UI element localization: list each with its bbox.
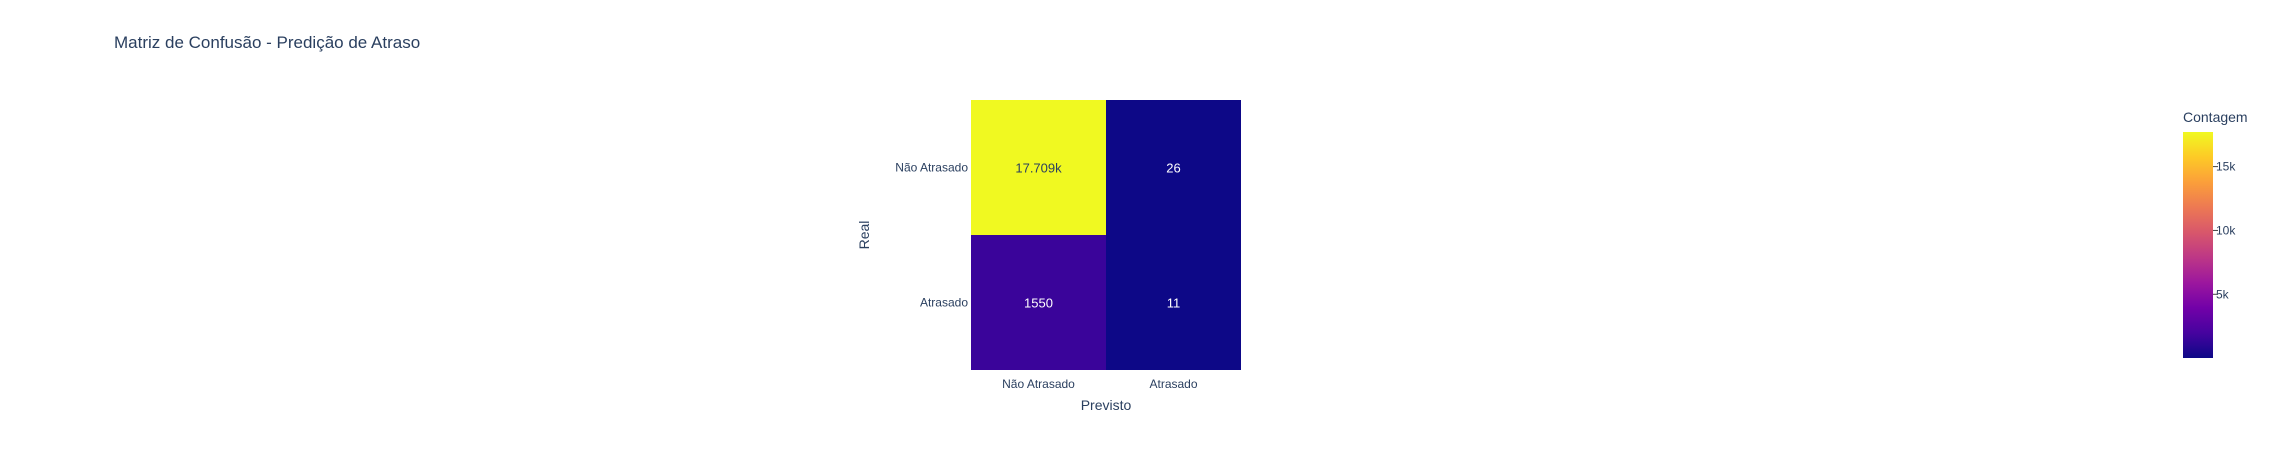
y-axis-label: Real	[856, 221, 872, 250]
y-tick-label: Não Atrasado	[895, 161, 968, 175]
y-tick-label: Atrasado	[920, 296, 968, 310]
x-axis-ticks: Não Atrasado Atrasado	[1002, 377, 1198, 391]
x-tick-label: Atrasado	[1149, 377, 1197, 391]
colorbar-tick-label: 15k	[2216, 160, 2236, 174]
cell-value-label: 26	[1166, 161, 1180, 176]
chart-title: Matriz de Confusão - Predição de Atraso	[114, 33, 420, 52]
colorbar-tick-label: 10k	[2216, 223, 2236, 237]
x-axis-label: Previsto	[1081, 397, 1132, 413]
cell-value-label: 1550	[1024, 296, 1053, 311]
heatmap-cell-labels: 17.709k 26 1550 11	[1015, 161, 1180, 311]
heatmap-cell	[1106, 100, 1241, 235]
heatmap-cell	[971, 235, 1106, 370]
colorbar-title: Contagem	[2183, 109, 2248, 125]
heatmap-cell	[971, 100, 1106, 235]
heatmap-cell	[1106, 235, 1241, 370]
cell-value-label: 11	[1167, 296, 1181, 311]
colorbar-tick-label: 5k	[2216, 287, 2230, 301]
heatmap-cells	[971, 100, 1241, 370]
x-tick-label: Não Atrasado	[1002, 377, 1075, 391]
colorbar-gradient	[2183, 132, 2213, 358]
cell-value-label: 17.709k	[1015, 161, 1062, 176]
colorbar-ticks: 5k 10k 15k	[2213, 160, 2236, 301]
y-axis-ticks: Não Atrasado Atrasado	[895, 161, 968, 310]
